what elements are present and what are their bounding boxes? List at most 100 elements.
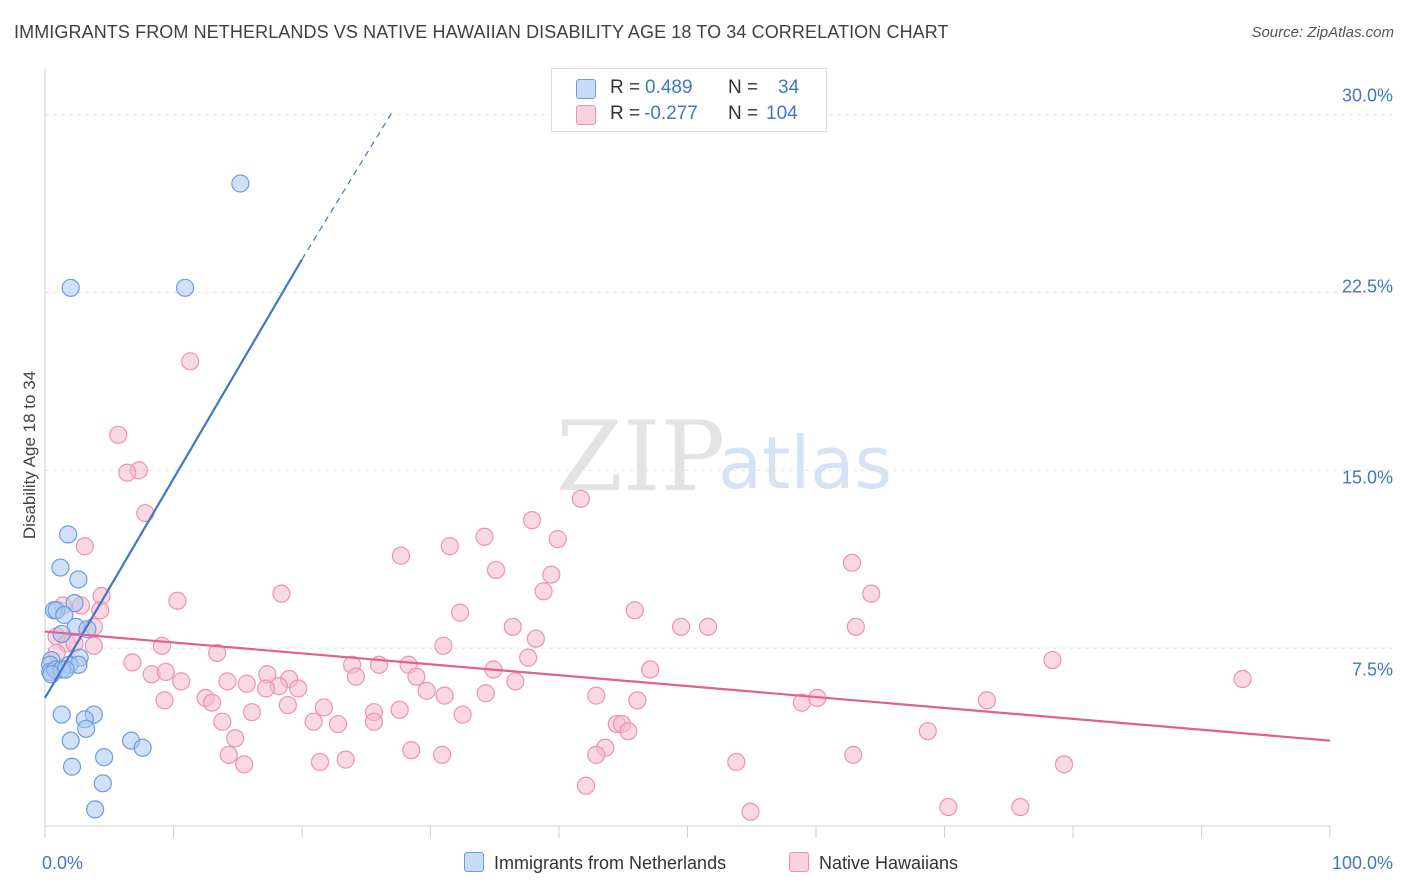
- netherlands-trend-extension: [301, 112, 393, 260]
- native-hawaiians-point: [1233, 669, 1252, 689]
- native-hawaiians-point: [862, 584, 881, 603]
- netherlands-point: [95, 748, 114, 767]
- native-hawaiians-point: [440, 537, 459, 556]
- native-hawaiians-point: [328, 714, 348, 734]
- native-hawaiians-point: [156, 662, 175, 681]
- native-hawaiians-point: [432, 745, 452, 764]
- pink-swatch: [789, 852, 809, 872]
- netherlands-point: [51, 558, 70, 577]
- native-hawaiians-point: [542, 565, 561, 584]
- x-tick-label-min: 0.0%: [42, 853, 84, 873]
- netherlands-point: [42, 665, 61, 684]
- native-hawaiians-point: [453, 705, 472, 724]
- native-hawaiians-point: [1011, 797, 1030, 817]
- netherlands-point: [52, 705, 71, 724]
- native-hawaiians-point: [314, 698, 333, 717]
- netherlands-point: [65, 594, 84, 613]
- chart-source: Source: ZipAtlas.com: [1251, 24, 1394, 41]
- native-hawaiians-point: [727, 752, 746, 772]
- native-hawaiians-point: [237, 674, 256, 693]
- native-hawaiians-point: [476, 684, 495, 703]
- native-hawaiians-point: [576, 776, 596, 795]
- native-hawaiians-point: [506, 672, 525, 691]
- legend-label: Native Hawaiians: [819, 853, 959, 873]
- native-hawaiians-point: [619, 722, 638, 741]
- native-hawaiians-point: [123, 653, 142, 672]
- netherlands-point: [77, 719, 96, 738]
- native-hawaiians-point: [625, 601, 644, 620]
- legend-item-native-hawaiians: Native Hawaiians: [789, 852, 958, 874]
- native-hawaiians-point: [168, 591, 187, 610]
- netherlands-point: [62, 757, 82, 776]
- netherlands-point: [55, 605, 74, 625]
- native-hawaiians-point: [534, 582, 553, 601]
- chart-title: IMMIGRANTS FROM NETHERLANDS VS NATIVE HA…: [14, 22, 949, 42]
- netherlands-point: [69, 570, 88, 589]
- watermark-atlas: atlas: [718, 421, 892, 505]
- native-hawaiians-point: [741, 802, 760, 821]
- native-hawaiians-point: [109, 425, 128, 444]
- netherlands-point: [175, 278, 195, 297]
- netherlands-point: [231, 174, 250, 193]
- native-hawaiians-point: [918, 722, 937, 741]
- native-hawaiians-point: [304, 712, 323, 731]
- netherlands-point: [93, 774, 112, 793]
- native-hawaiians-point: [118, 463, 137, 482]
- native-hawaiians-point: [939, 797, 958, 817]
- native-hawaiians-point: [391, 546, 411, 565]
- native-hawaiians-point: [336, 750, 355, 769]
- native-hawaiians-point: [226, 729, 245, 748]
- native-hawaiians-point: [402, 741, 421, 760]
- native-hawaiians-point: [310, 752, 330, 772]
- native-hawaiians-point: [136, 503, 155, 523]
- r-value: -0.277: [644, 103, 698, 124]
- native-hawaiians-point: [407, 667, 426, 686]
- r-label: R =: [610, 103, 641, 124]
- native-hawaiians-point: [278, 695, 297, 715]
- y-tick-label: 7.5%: [1351, 659, 1393, 680]
- netherlands-point: [86, 800, 105, 819]
- native-hawaiians-point: [84, 636, 103, 655]
- native-hawaiians-point: [846, 617, 865, 636]
- native-hawaiians-point: [289, 679, 308, 698]
- blue-swatch: [576, 79, 596, 99]
- n-label: N =: [728, 77, 759, 98]
- native-hawaiians-point: [152, 636, 172, 655]
- r-label: R =: [610, 77, 641, 98]
- native-hawaiians-point: [977, 691, 997, 710]
- native-hawaiians-point: [475, 527, 494, 546]
- native-hawaiians-trend-line: [44, 630, 1331, 742]
- gridlines: [45, 114, 1392, 649]
- native-hawaiians-point: [519, 648, 538, 667]
- native-hawaiians-point: [256, 679, 276, 698]
- native-hawaiians-point: [641, 660, 660, 679]
- native-hawaiians-point: [172, 672, 191, 691]
- netherlands-point: [61, 278, 80, 297]
- y-tick-label: 30.0%: [1341, 85, 1393, 106]
- axes: [44, 68, 1331, 838]
- blue-swatch: [464, 852, 484, 872]
- native-hawaiians-point: [671, 617, 691, 636]
- native-hawaiians-point: [522, 511, 542, 530]
- native-hawaiians-point: [155, 691, 174, 710]
- native-hawaiians-point: [417, 681, 436, 700]
- n-value: 104: [766, 103, 798, 124]
- native-hawaiians-point: [1054, 755, 1074, 774]
- native-hawaiians-point: [548, 530, 567, 549]
- native-hawaiians-point: [390, 700, 409, 719]
- native-hawaiians-point: [571, 489, 590, 508]
- native-hawaiians-point: [75, 537, 94, 556]
- native-hawaiians-point: [235, 755, 254, 774]
- n-value: 34: [778, 77, 800, 98]
- y-axis-label: Disability Age 18 to 34: [20, 370, 39, 540]
- legend-item-netherlands: Immigrants from Netherlands: [464, 852, 726, 874]
- native-hawaiians-point: [842, 553, 862, 572]
- native-hawaiians-points: [47, 352, 1252, 821]
- native-hawaiians-point: [242, 703, 261, 722]
- native-hawaiians-point: [218, 672, 237, 691]
- native-hawaiians-point: [628, 691, 647, 710]
- netherlands-point: [59, 525, 78, 544]
- native-hawaiians-point: [587, 686, 606, 705]
- native-hawaiians-point: [181, 352, 200, 371]
